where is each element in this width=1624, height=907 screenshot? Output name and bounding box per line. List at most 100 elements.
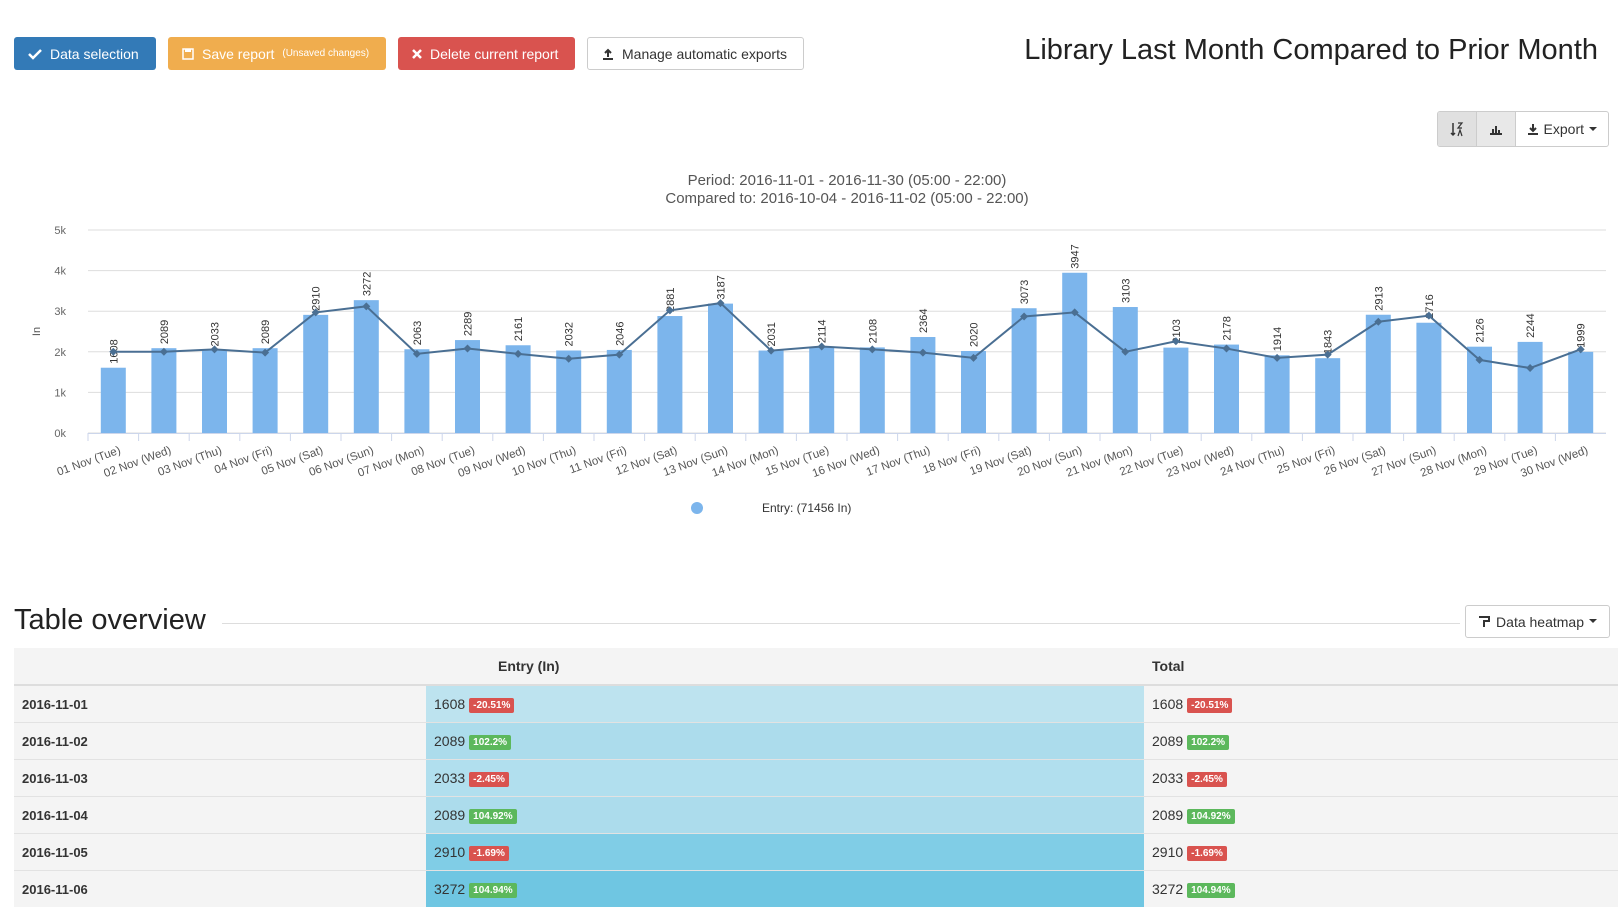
cell-value: 2910 — [434, 844, 465, 860]
data-heatmap-button[interactable]: Data heatmap — [1465, 605, 1610, 638]
bar-value-label: 2046 — [614, 321, 626, 345]
bar — [1568, 352, 1593, 433]
bar — [253, 348, 278, 433]
chart: Period: 2016-11-01 - 2016-11-30 (05:00 -… — [0, 0, 1624, 540]
section-title: Table overview — [14, 604, 206, 637]
cell-value: 2089 — [434, 733, 465, 749]
bar — [1366, 315, 1391, 433]
bar-value-label: 2114 — [817, 320, 829, 344]
bar-value-label: 3187 — [716, 275, 728, 299]
bar — [1062, 273, 1087, 433]
bar-value-label: 1914 — [1272, 327, 1284, 351]
section-rule — [222, 623, 1460, 624]
button-label: Data heatmap — [1496, 614, 1584, 630]
cell-value: 2033 — [434, 770, 465, 786]
bar — [809, 347, 834, 433]
value-cell: 2910 -1.69% — [426, 834, 1144, 871]
chart-subtitle: Period: 2016-11-01 - 2016-11-30 (05:00 -… — [688, 172, 1007, 189]
cell-value: 1608 — [434, 696, 465, 712]
cell-value: 3272 — [1152, 881, 1183, 897]
value-cell: 3272 104.94% — [1144, 871, 1618, 907]
bar-value-label: 2178 — [1222, 316, 1234, 340]
change-badge: -2.45% — [469, 772, 509, 787]
bar — [101, 368, 126, 433]
date-cell: 2016-11-03 — [14, 760, 426, 797]
date-cell: 2016-11-02 — [14, 723, 426, 760]
value-cell: 2033-2.45% — [1144, 760, 1618, 797]
bar — [1315, 358, 1340, 433]
change-badge: 104.94% — [469, 883, 516, 898]
change-badge: 104.92% — [469, 809, 516, 824]
bar-value-label: 2089 — [260, 320, 272, 344]
bar-value-label: 2108 — [867, 319, 879, 343]
y-axis-label: In — [31, 327, 43, 336]
bar-value-label: 1999 — [1576, 323, 1588, 347]
bar — [202, 350, 227, 433]
bar-value-label: 2364 — [918, 309, 930, 333]
bar-value-label: 2244 — [1525, 313, 1537, 337]
change-badge: -1.69% — [1187, 846, 1227, 861]
value-cell: 2089 102.2% — [426, 723, 1144, 760]
bar — [1012, 308, 1037, 433]
change-badge: -2.45% — [1187, 772, 1227, 787]
bar-value-label: 2020 — [969, 323, 981, 347]
bar — [1113, 307, 1138, 433]
header-cell: Total — [1144, 648, 1618, 685]
value-cell: 3272 104.94% — [426, 871, 1144, 907]
y-tick-label: 5k — [54, 225, 66, 237]
cell-value: 2910 — [1152, 844, 1183, 860]
value-cell: 2089 104.92% — [426, 797, 1144, 834]
change-badge: -20.51% — [469, 698, 514, 713]
cell-value: 2089 — [434, 807, 465, 823]
legend-symbol — [691, 502, 703, 514]
y-tick-label: 2k — [54, 347, 66, 359]
bar — [151, 348, 176, 433]
bar-value-label: 2161 — [513, 317, 525, 341]
bar — [961, 351, 986, 433]
change-badge: -20.51% — [1187, 698, 1232, 713]
bar — [607, 350, 632, 433]
bar — [506, 345, 531, 433]
y-tick-label: 1k — [54, 387, 66, 399]
header-cell: Entry (In) — [426, 648, 1144, 685]
y-tick-label: 3k — [54, 306, 66, 318]
bar-value-label: 2089 — [159, 320, 171, 344]
cell-value: 3272 — [434, 881, 465, 897]
header-cell — [14, 648, 426, 685]
value-cell: 2033 -2.45% — [426, 760, 1144, 797]
caret — [1589, 619, 1597, 624]
bar-value-label: 2289 — [463, 312, 475, 336]
change-badge: 102.2% — [469, 735, 511, 750]
change-badge: -1.69% — [469, 846, 509, 861]
bar-value-label: 3103 — [1120, 279, 1132, 303]
bar — [455, 340, 480, 433]
value-cell: 2910 -1.69% — [1144, 834, 1618, 871]
bar-value-label: 3073 — [1019, 280, 1031, 304]
cell-value: 2089 — [1152, 807, 1183, 823]
y-tick-label: 4k — [54, 266, 66, 278]
bar — [556, 351, 581, 433]
bar — [1265, 355, 1290, 433]
bar — [708, 304, 733, 433]
bar-value-label: 2913 — [1373, 286, 1385, 310]
bar-value-label: 2033 — [210, 322, 222, 346]
bar — [303, 315, 328, 433]
cell-value: 2089 — [1152, 733, 1183, 749]
value-cell: 1608-20.51% — [1144, 685, 1618, 723]
comparison-line — [113, 303, 1580, 368]
bar — [860, 347, 885, 433]
change-badge: 104.94% — [1187, 883, 1234, 898]
date-cell: 2016-11-04 — [14, 797, 426, 834]
bar — [404, 349, 429, 433]
chart-subtitle: Compared to: 2016-10-04 - 2016-11-02 (05… — [665, 190, 1028, 207]
header-row: Entry (In) Total — [14, 648, 1618, 685]
